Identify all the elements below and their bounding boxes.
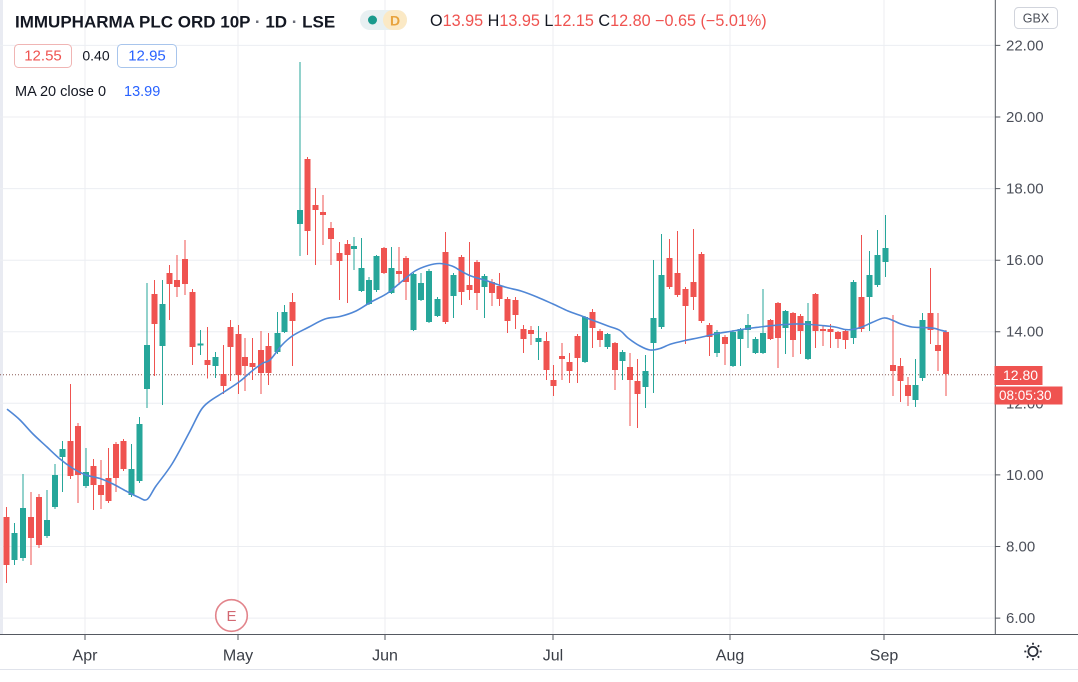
svg-text:Jul: Jul [543,648,563,665]
svg-text:16.00: 16.00 [1006,252,1044,269]
svg-text:22.00: 22.00 [1006,37,1044,54]
svg-text:O13.95 H13.95 L12.15 C12.80 −0: O13.95 H13.95 L12.15 C12.80 −0.65 (−5.01… [430,12,767,30]
svg-text:10.00: 10.00 [1006,467,1044,484]
svg-text:13.99: 13.99 [124,84,160,100]
svg-text:6.00: 6.00 [1006,610,1035,627]
svg-text:D: D [390,13,400,29]
svg-text:14.00: 14.00 [1006,324,1044,341]
svg-text:18.00: 18.00 [1006,181,1044,198]
svg-text:12.80: 12.80 [1003,367,1038,383]
svg-text:E: E [226,608,236,625]
svg-text:Apr: Apr [73,648,99,665]
svg-text:12.55: 12.55 [24,48,62,65]
svg-text:0.40: 0.40 [82,48,109,64]
svg-text:Jun: Jun [372,648,398,665]
svg-text:12.95: 12.95 [128,48,166,65]
svg-text:Aug: Aug [716,648,744,665]
svg-text:May: May [223,648,253,665]
svg-text:08:05:30: 08:05:30 [999,388,1052,403]
svg-text:GBX: GBX [1023,12,1050,26]
svg-text:IMMUPHARMA PLC ORD 10P · 1D ·: IMMUPHARMA PLC ORD 10P · 1D · LSE [15,13,335,32]
svg-text:MA 20 close 0: MA 20 close 0 [15,84,106,100]
svg-text:8.00: 8.00 [1006,539,1035,556]
svg-text:20.00: 20.00 [1006,109,1044,126]
svg-text:Sep: Sep [870,648,899,665]
